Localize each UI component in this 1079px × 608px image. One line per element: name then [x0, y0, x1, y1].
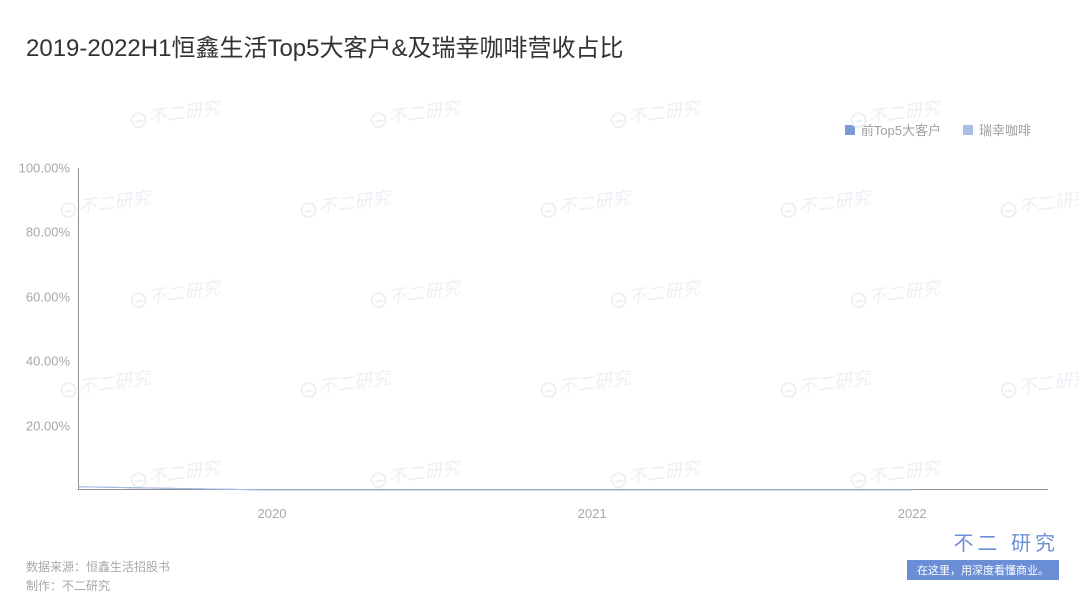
source-line: 数据来源：恒鑫生活招股书: [26, 558, 170, 577]
legend-item: 前Top5大客户: [845, 120, 941, 139]
legend-label: 瑞幸咖啡: [979, 120, 1031, 139]
y-tick-label: 40.00%: [26, 354, 78, 369]
chart-title: 2019-2022H1恒鑫生活Top5大客户&及瑞幸咖啡营收占比: [26, 28, 1053, 63]
x-tick-label: 2021: [578, 506, 607, 521]
source-line: 制作：不二研究: [26, 577, 170, 596]
brand-tagline: 在这里，用深度看懂商业。: [907, 560, 1059, 580]
y-tick-label: 100.00%: [19, 161, 78, 176]
series-line: [78, 487, 912, 490]
legend-label: 前Top5大客户: [861, 120, 941, 139]
y-tick-label: 20.00%: [26, 418, 78, 433]
x-tick-label: 2020: [258, 506, 287, 521]
legend-swatch: [963, 125, 973, 135]
legend-item: 瑞幸咖啡: [963, 120, 1031, 139]
y-tick-label: 60.00%: [26, 289, 78, 304]
x-tick-label: 2022: [898, 506, 927, 521]
legend-swatch: [845, 125, 855, 135]
footer-brand: 不二 研究 在这里，用深度看懂商业。: [907, 527, 1059, 580]
chart-plot-area: 100.00%80.00%60.00%40.00%20.00% 20202021…: [78, 168, 1048, 490]
series-lines: [78, 168, 1048, 490]
watermark: 不二研究: [129, 94, 222, 132]
y-tick-label: 80.00%: [26, 225, 78, 240]
watermark: 不二研究: [369, 94, 462, 132]
legend: 前Top5大客户 瑞幸咖啡: [845, 120, 1031, 139]
source-attribution: 数据来源：恒鑫生活招股书制作：不二研究: [26, 558, 170, 596]
chart-container: 2019-2022H1恒鑫生活Top5大客户&及瑞幸咖啡营收占比 前Top5大客…: [0, 0, 1079, 608]
watermark: 不二研究: [609, 94, 702, 132]
brand-name: 不二 研究: [907, 527, 1059, 556]
